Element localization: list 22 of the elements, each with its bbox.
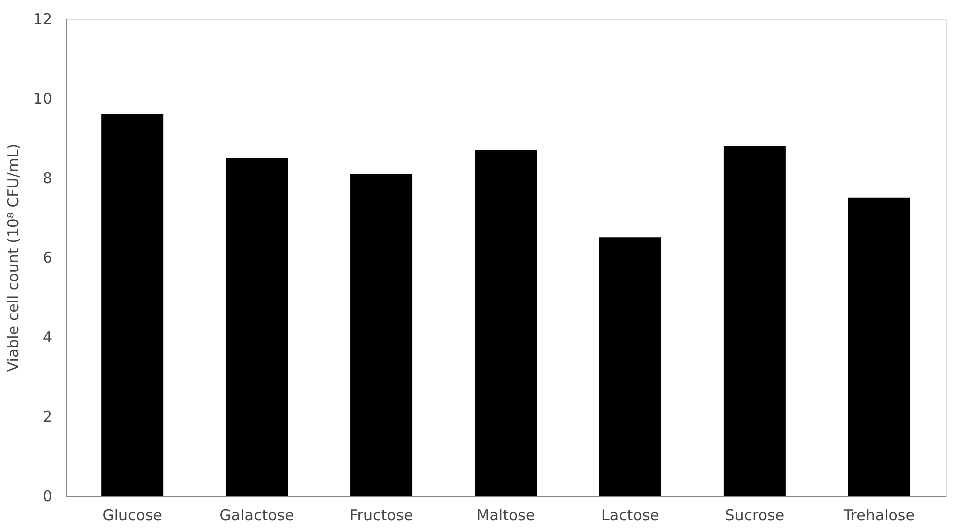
x-tick-label: Lactose bbox=[602, 506, 660, 524]
y-tick-label: 0 bbox=[42, 488, 52, 506]
bar bbox=[226, 158, 288, 496]
y-tick-label: 8 bbox=[42, 170, 52, 188]
x-tick-label: Sucrose bbox=[725, 506, 785, 524]
y-tick-label: 4 bbox=[42, 328, 52, 346]
y-axis-title: Viable cell count (10⁸ CFU/mL) bbox=[4, 144, 22, 372]
x-tick-label: Glucose bbox=[102, 506, 162, 524]
y-tick-label: 2 bbox=[42, 408, 52, 426]
bar bbox=[724, 146, 786, 496]
y-tick-label: 10 bbox=[33, 90, 52, 108]
bar bbox=[350, 174, 413, 496]
y-tick-label: 6 bbox=[42, 249, 52, 267]
x-tick-label: Fructose bbox=[350, 506, 414, 524]
bar bbox=[848, 198, 910, 496]
x-tick-label: Galactose bbox=[220, 506, 294, 524]
x-tick-label: Maltose bbox=[476, 506, 536, 524]
bar bbox=[102, 114, 164, 496]
bar bbox=[475, 150, 537, 496]
y-tick-label: 12 bbox=[33, 10, 52, 28]
x-tick-label: Trehalose bbox=[842, 506, 915, 524]
bar bbox=[599, 238, 662, 496]
